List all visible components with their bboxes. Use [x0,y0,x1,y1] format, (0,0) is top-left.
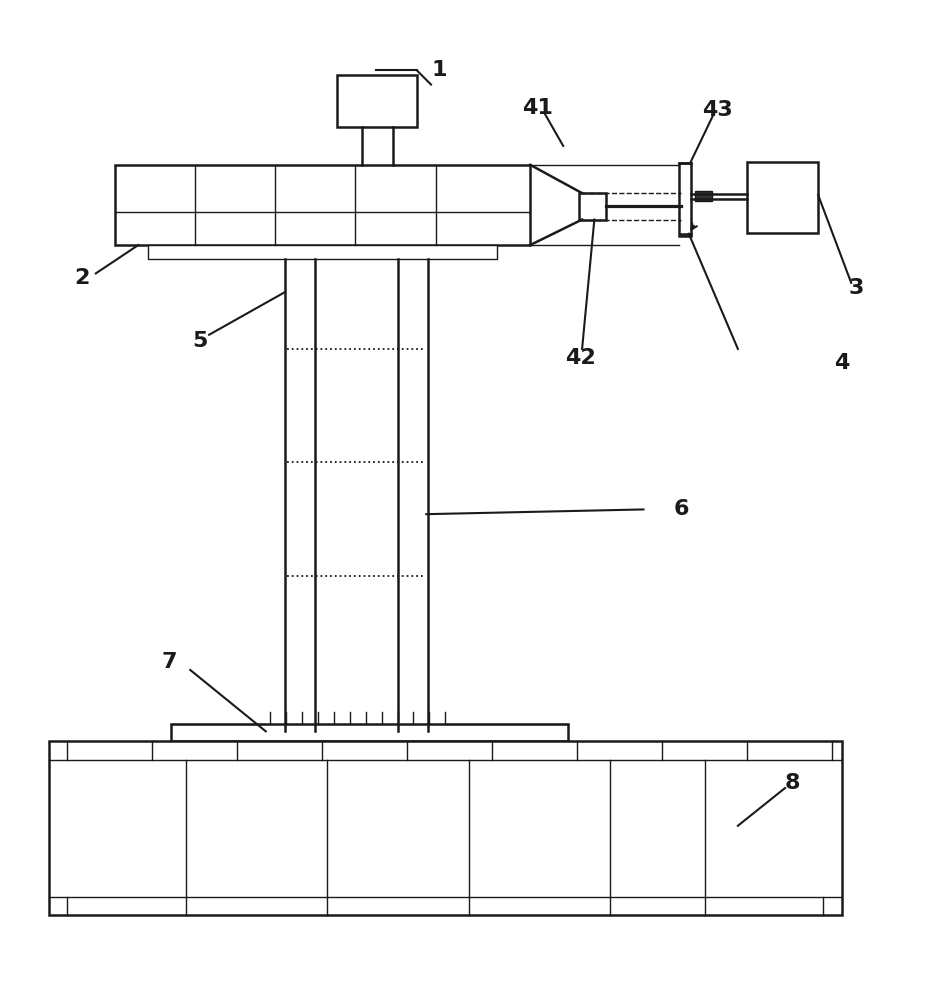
Text: 3: 3 [849,278,864,298]
Text: 43: 43 [702,100,732,120]
Bar [115,165,530,245]
Bar [695,191,712,201]
Text: 7: 7 [162,652,177,672]
Text: 41: 41 [522,98,553,118]
Bar [336,75,417,127]
Text: 5: 5 [192,331,207,351]
Text: 42: 42 [564,348,596,368]
Text: 4: 4 [834,353,849,373]
Bar [580,193,606,220]
Bar [171,724,568,741]
Bar [679,163,690,234]
Bar [148,245,497,259]
Text: 6: 6 [673,499,689,519]
Bar [48,741,842,915]
Bar [747,162,818,233]
Text: 8: 8 [785,773,800,793]
Text: 2: 2 [74,268,89,288]
Text: 1: 1 [431,60,446,80]
